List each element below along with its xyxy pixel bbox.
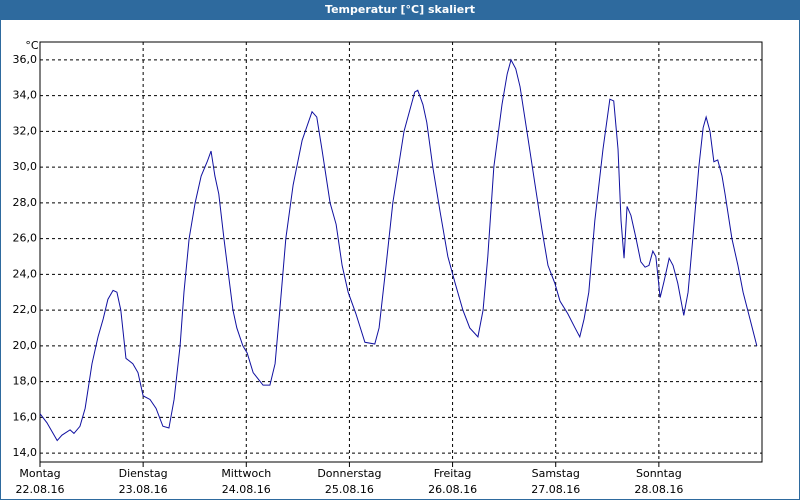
chart-title: Temperatur [°C] skaliert: [325, 3, 475, 16]
x-tick-date: 24.08.16: [222, 483, 271, 496]
x-tick-date: 25.08.16: [325, 483, 374, 496]
y-tick-label: 22,0: [13, 303, 38, 316]
y-tick-label: 32,0: [13, 124, 38, 137]
x-tick-label: Freitag: [434, 467, 472, 480]
x-tick-date: 27.08.16: [531, 483, 580, 496]
y-tick-label: 16,0: [13, 410, 38, 423]
x-tick-label: Mittwoch: [221, 467, 271, 480]
title-bar: [0, 0, 800, 20]
y-tick-label: 34,0: [13, 89, 38, 102]
y-tick-label: 26,0: [13, 232, 38, 245]
x-tick-label: Samstag: [532, 467, 580, 480]
x-tick-label: Donnerstag: [317, 467, 381, 480]
plot-frame: [39, 41, 763, 463]
x-tick-date: 28.08.16: [634, 483, 683, 496]
y-tick-label: 20,0: [13, 339, 38, 352]
plot-area: [40, 42, 762, 462]
x-tick-date: 23.08.16: [119, 483, 168, 496]
x-tick-label: Montag: [19, 467, 60, 480]
y-unit: °C: [25, 39, 39, 52]
y-tick-label: 14,0: [13, 446, 38, 459]
y-tick-label: 36,0: [13, 53, 38, 66]
x-tick-label: Dienstag: [119, 467, 168, 480]
x-tick-date: 26.08.16: [428, 483, 477, 496]
x-tick-label: Sonntag: [636, 467, 682, 480]
y-tick-label: 30,0: [13, 160, 38, 173]
y-tick-label: 24,0: [13, 267, 38, 280]
y-tick-label: 28,0: [13, 196, 38, 209]
x-tick-date: 22.08.16: [16, 483, 65, 496]
temperature-line: [39, 58, 758, 442]
y-tick-label: 18,0: [13, 375, 38, 388]
